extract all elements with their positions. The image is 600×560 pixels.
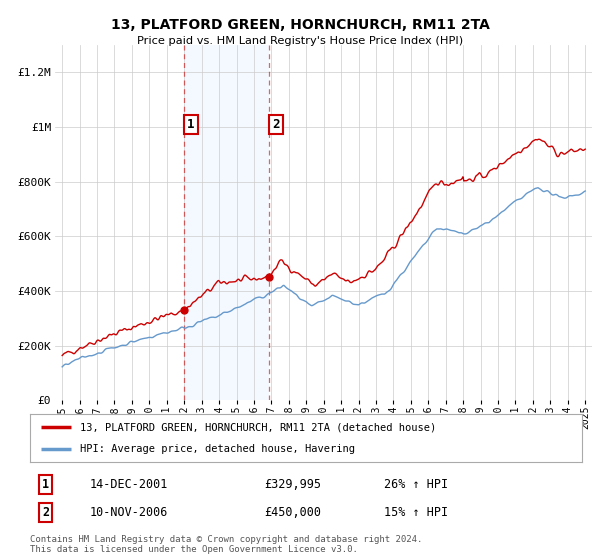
Text: 14-DEC-2001: 14-DEC-2001	[90, 478, 169, 491]
Text: 13, PLATFORD GREEN, HORNCHURCH, RM11 2TA (detached house): 13, PLATFORD GREEN, HORNCHURCH, RM11 2TA…	[80, 422, 436, 432]
Text: 1: 1	[42, 478, 49, 491]
Text: 2: 2	[42, 506, 49, 519]
Text: £329,995: £329,995	[264, 478, 321, 491]
Text: Contains HM Land Registry data © Crown copyright and database right 2024.
This d: Contains HM Land Registry data © Crown c…	[30, 535, 422, 554]
Text: 13, PLATFORD GREEN, HORNCHURCH, RM11 2TA: 13, PLATFORD GREEN, HORNCHURCH, RM11 2TA	[110, 18, 490, 32]
Text: Price paid vs. HM Land Registry's House Price Index (HPI): Price paid vs. HM Land Registry's House …	[137, 36, 463, 46]
Text: 15% ↑ HPI: 15% ↑ HPI	[384, 506, 448, 519]
Text: £450,000: £450,000	[264, 506, 321, 519]
Text: 1: 1	[187, 118, 194, 130]
Text: 26% ↑ HPI: 26% ↑ HPI	[384, 478, 448, 491]
Text: HPI: Average price, detached house, Havering: HPI: Average price, detached house, Have…	[80, 444, 355, 454]
Text: 2: 2	[272, 118, 280, 130]
Text: 10-NOV-2006: 10-NOV-2006	[90, 506, 169, 519]
Bar	[184, 45, 269, 400]
